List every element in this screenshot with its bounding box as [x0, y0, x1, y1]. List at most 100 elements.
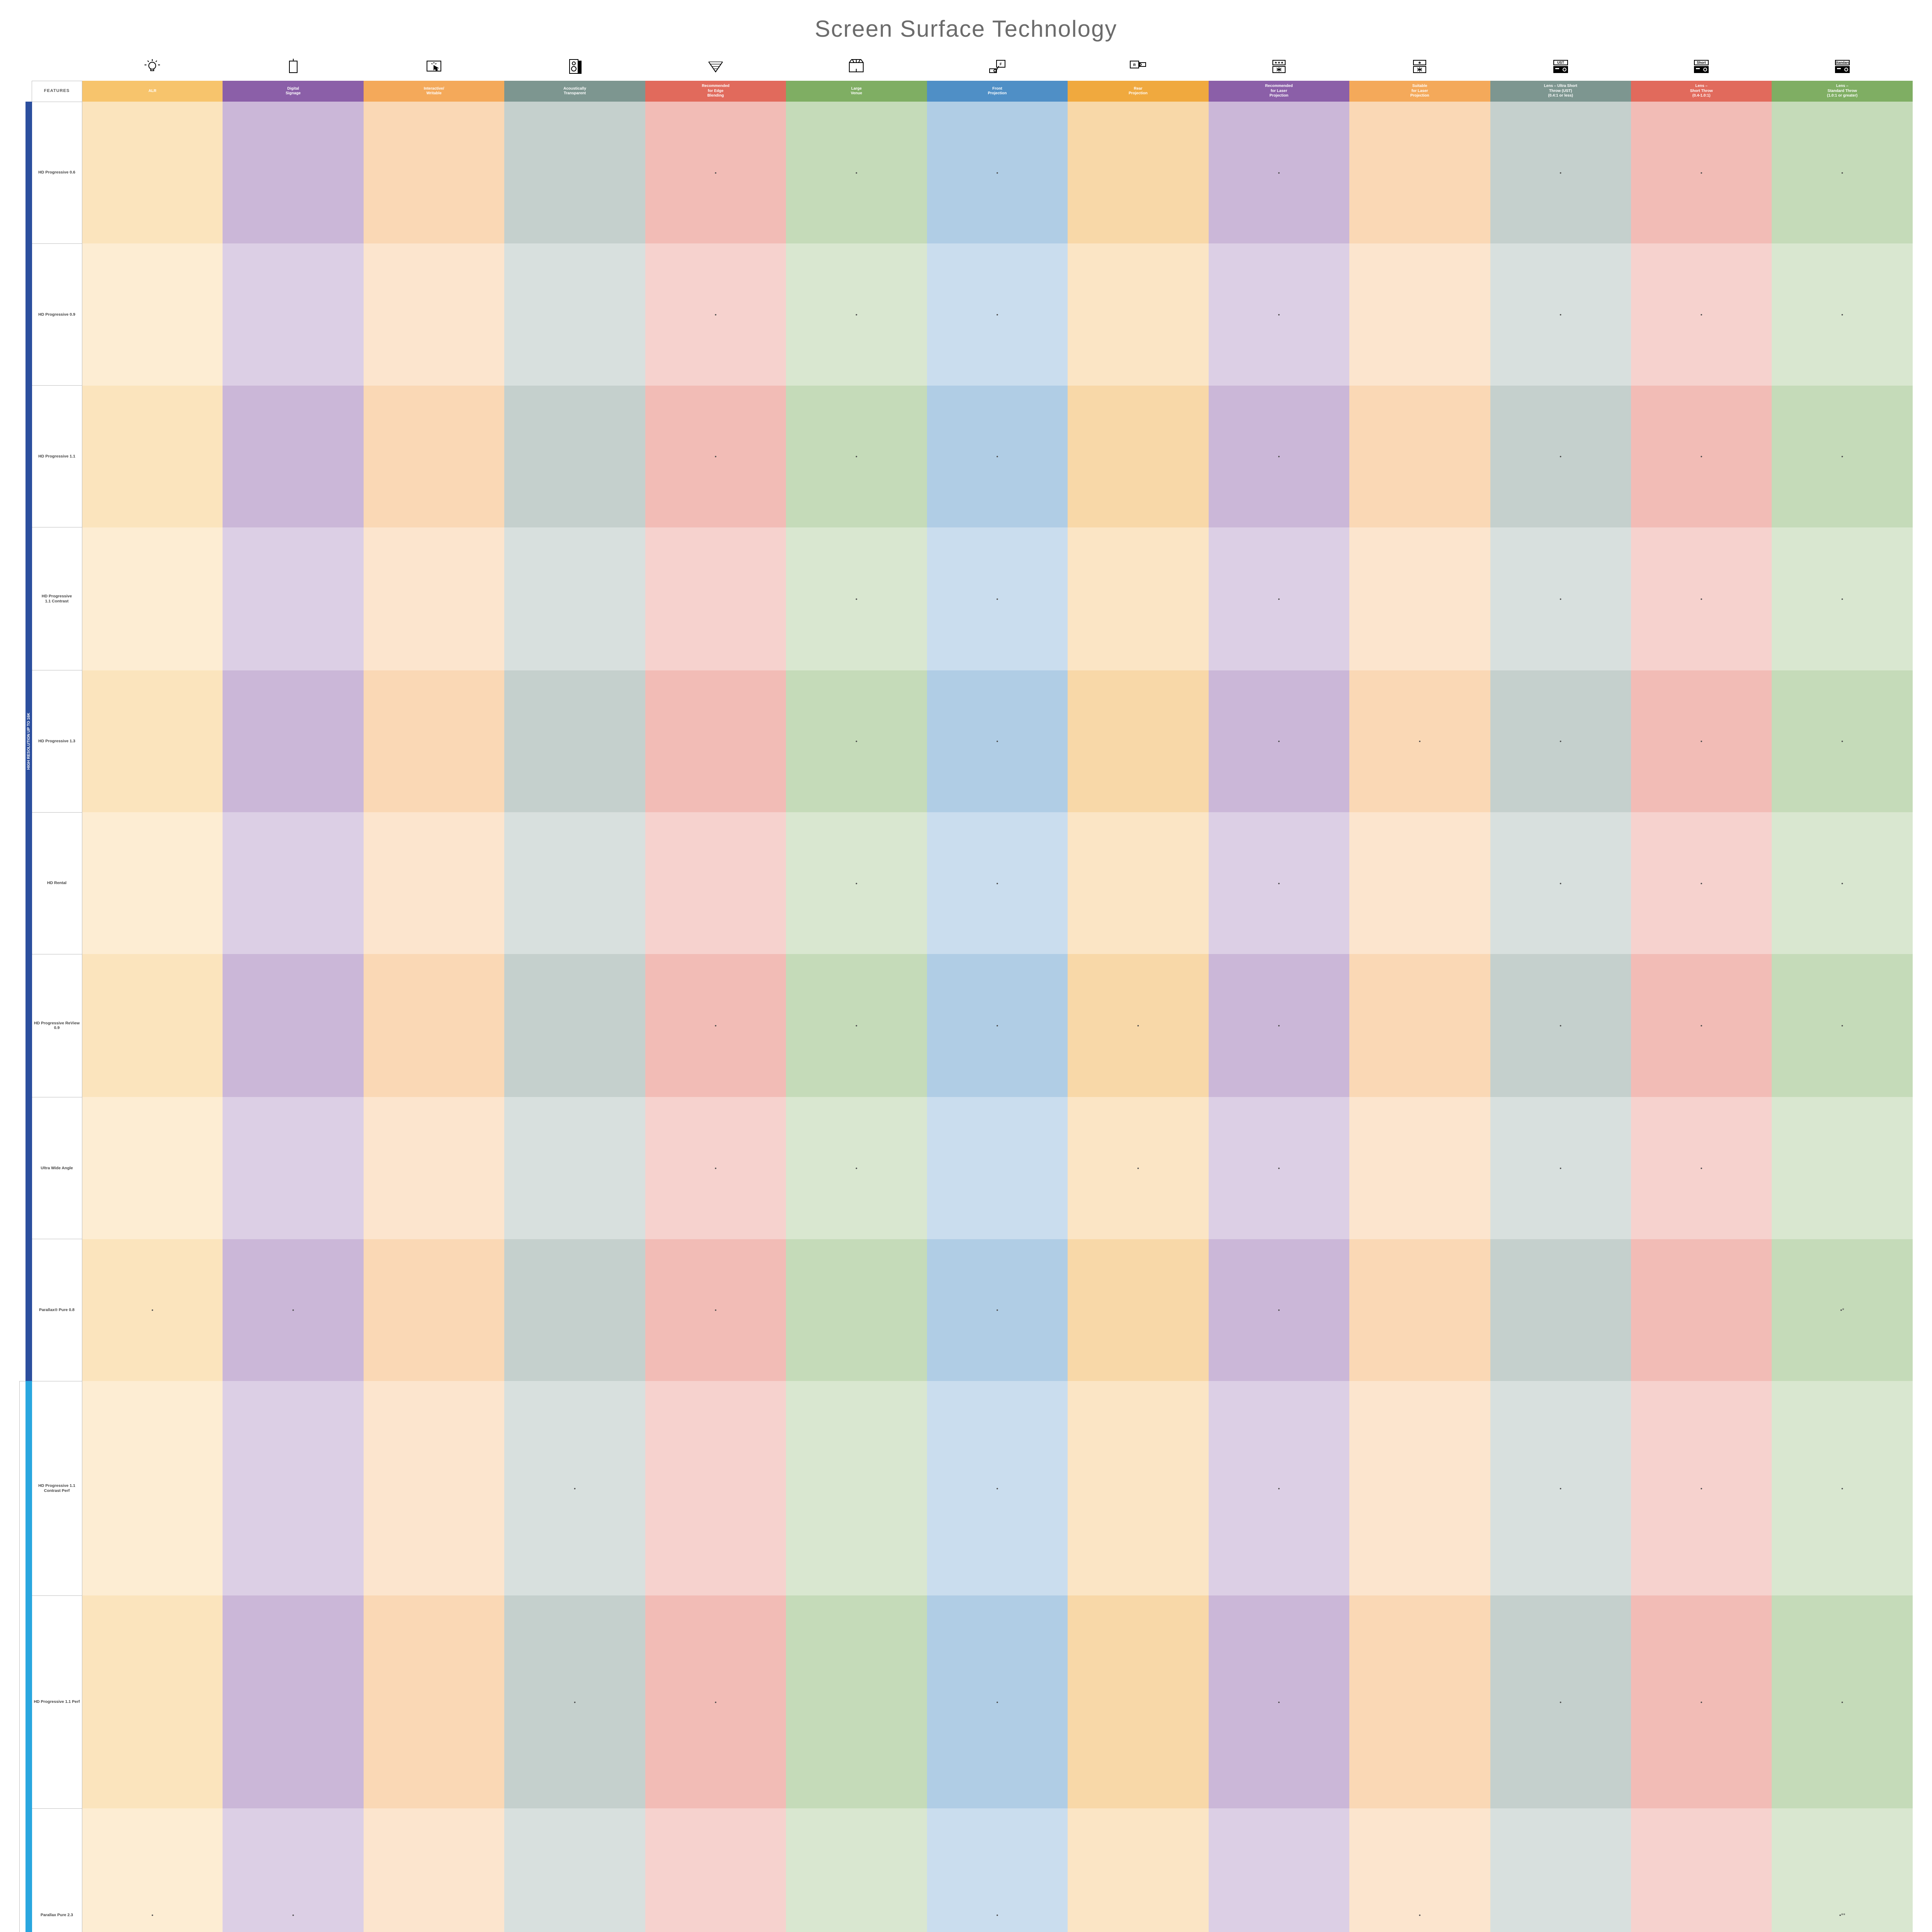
- cell: [504, 1239, 645, 1381]
- cell: [1349, 527, 1490, 670]
- cell: [364, 102, 504, 243]
- cell: •: [1631, 1381, 1772, 1595]
- cell: •: [82, 1808, 223, 1932]
- cell: •: [786, 954, 927, 1097]
- cell: •: [504, 1595, 645, 1808]
- cell: •: [1209, 1595, 1349, 1808]
- cell: [1349, 1381, 1490, 1595]
- cell: [223, 527, 363, 670]
- cell: •: [645, 954, 786, 1097]
- cell: [927, 1097, 1068, 1239]
- cell: [504, 102, 645, 243]
- cell: •: [786, 102, 927, 243]
- cell: •: [1209, 386, 1349, 527]
- cell: [223, 1381, 363, 1595]
- cell: •: [927, 1239, 1068, 1381]
- cell: •: [1772, 954, 1913, 1097]
- cell: [1068, 527, 1208, 670]
- group-g16k-label: HIGH RESOLUTION UP TO 16K: [26, 102, 32, 1381]
- cell: [364, 670, 504, 812]
- col-acoustic-header: AcousticallyTransparent: [504, 81, 645, 102]
- cell: •: [1068, 954, 1208, 1097]
- cell: [1068, 1808, 1208, 1932]
- cell: [1490, 1239, 1631, 1381]
- cell: [1349, 812, 1490, 954]
- cell: •: [1631, 1097, 1772, 1239]
- cell: •: [1490, 1097, 1631, 1239]
- cell: [504, 812, 645, 954]
- row-label: HD Progressive 0.9: [32, 243, 82, 385]
- cell: [1068, 1381, 1208, 1595]
- cell: •: [223, 1808, 363, 1932]
- features-header: FEATURES: [32, 81, 82, 102]
- cell: [82, 1097, 223, 1239]
- cell: [1631, 1239, 1772, 1381]
- cell: •**: [1772, 1808, 1913, 1932]
- cell: •: [1209, 243, 1349, 385]
- reclaser-icon: ★★★: [1209, 54, 1349, 81]
- cell: •: [645, 102, 786, 243]
- cell: •: [1631, 954, 1772, 1097]
- ust-icon: UST: [1490, 54, 1631, 81]
- cell: [1349, 102, 1490, 243]
- cell: [504, 527, 645, 670]
- cell: [82, 1595, 223, 1808]
- svg-text:★: ★: [1418, 61, 1422, 65]
- cell: [1349, 243, 1490, 385]
- cell: •*: [1772, 1239, 1913, 1381]
- cell: [504, 243, 645, 385]
- row-label: Ultra Wide Angle: [32, 1097, 82, 1239]
- cell: •: [645, 1097, 786, 1239]
- cell: [1349, 1595, 1490, 1808]
- cell: •: [1209, 670, 1349, 812]
- cell: •: [927, 1808, 1068, 1932]
- col-short-header: Lens –Short Throw(0.4-1.0:1): [1631, 81, 1772, 102]
- cell: •: [927, 670, 1068, 812]
- cell: •: [927, 102, 1068, 243]
- col-suitlaser-header: Suitablefor LaserProjection: [1349, 81, 1490, 102]
- cell: •: [786, 1097, 927, 1239]
- cell: [223, 670, 363, 812]
- cell: [645, 1381, 786, 1595]
- cell: [364, 1808, 504, 1932]
- row-label: HD Progressive ReView 0.9: [32, 954, 82, 1097]
- cell: [1349, 954, 1490, 1097]
- cell: [82, 670, 223, 812]
- row-label: Parallax® Pure 0.8: [32, 1239, 82, 1381]
- col-alr-header: ALR: [82, 81, 223, 102]
- alr-icon: [82, 54, 223, 81]
- cell: •: [223, 1239, 363, 1381]
- cell: •: [1631, 812, 1772, 954]
- cell: [504, 386, 645, 527]
- row-label: HD Rental: [32, 812, 82, 954]
- cell: [223, 1595, 363, 1808]
- cell: •: [927, 527, 1068, 670]
- cell: [1631, 1808, 1772, 1932]
- row-label: HD Progressive 1.1 Perf: [32, 1595, 82, 1808]
- svg-text:Standard: Standard: [1835, 61, 1850, 65]
- venue-icon: [786, 54, 927, 81]
- cell: [82, 527, 223, 670]
- cell: •: [504, 1381, 645, 1595]
- cell: [786, 1239, 927, 1381]
- cell: •: [1631, 1595, 1772, 1808]
- cell: [82, 386, 223, 527]
- row-label: Parallax Pure 2.3: [32, 1808, 82, 1932]
- cell: •: [82, 1239, 223, 1381]
- cell: •: [1772, 243, 1913, 385]
- cell: •: [1490, 1381, 1631, 1595]
- cell: •: [645, 243, 786, 385]
- cell: [364, 954, 504, 1097]
- cell: •: [645, 386, 786, 527]
- cell: [223, 1097, 363, 1239]
- cell: •: [1631, 670, 1772, 812]
- svg-text:F: F: [1000, 62, 1002, 66]
- interactive-icon: [364, 54, 504, 81]
- row-label: HD Progressive1.1 Contrast: [32, 527, 82, 670]
- cell: •: [786, 527, 927, 670]
- cell: •: [1631, 102, 1772, 243]
- cell: •: [1209, 1381, 1349, 1595]
- row-label: HD Progressive 1.1: [32, 386, 82, 527]
- cell: •: [645, 1595, 786, 1808]
- cell: [504, 954, 645, 1097]
